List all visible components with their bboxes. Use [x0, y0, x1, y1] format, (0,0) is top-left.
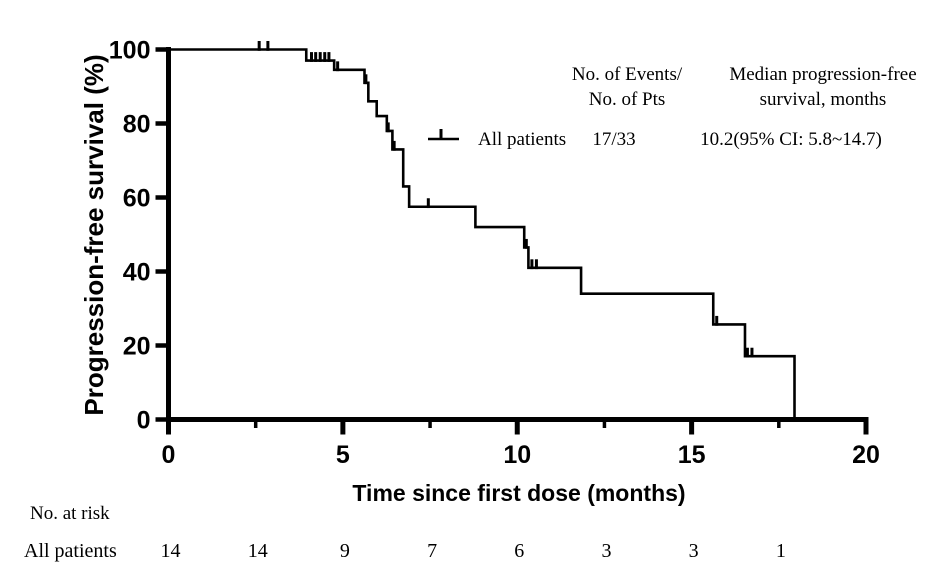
- events-header-line1: No. of Events/: [572, 64, 683, 85]
- x-axis-title: Time since first dose (months): [352, 480, 685, 506]
- censor-marks-group: [257, 41, 754, 358]
- risk-value: 6: [514, 540, 524, 562]
- risk-table-title: No. at risk: [30, 503, 110, 524]
- axes-group: 0 20 40 60 80 100 0 5 10 15 20: [109, 37, 880, 470]
- y-tick-label: 40: [123, 259, 151, 287]
- risk-values-group: 14 14 9 7 6 3 3 1: [161, 540, 786, 562]
- risk-value: 14: [161, 540, 181, 562]
- km-curve: [168, 48, 796, 418]
- risk-value: 7: [427, 540, 437, 562]
- y-tick-label: 100: [109, 37, 151, 65]
- y-tick-label: 0: [137, 407, 151, 435]
- y-tick-label: 20: [123, 333, 151, 361]
- legend-marker: [428, 129, 459, 141]
- x-tick-label: 15: [678, 441, 706, 469]
- y-tick-label: 80: [123, 111, 151, 139]
- x-tick-label: 0: [162, 441, 176, 469]
- median-header-line1: Median progression-free: [729, 64, 916, 85]
- events-header-line2: No. of Pts: [589, 89, 666, 110]
- y-axis-title: Progression-free survival (%): [79, 54, 109, 415]
- y-tick-label: 60: [123, 185, 151, 213]
- legend-median-value: 10.2(95% CI: 5.8~14.7): [700, 129, 882, 150]
- x-tick-label: 10: [503, 441, 531, 469]
- median-header-line2: survival, months: [760, 89, 887, 110]
- risk-value: 3: [689, 540, 699, 562]
- legend-series-label: All patients: [478, 129, 566, 150]
- legend-events-value: 17/33: [592, 129, 635, 150]
- risk-row-label: All patients: [24, 540, 117, 562]
- risk-value: 9: [340, 540, 350, 562]
- risk-value: 14: [248, 540, 268, 562]
- risk-value: 1: [776, 540, 786, 562]
- x-tick-label: 20: [852, 441, 880, 469]
- risk-value: 3: [601, 540, 611, 562]
- x-tick-label: 5: [336, 441, 350, 469]
